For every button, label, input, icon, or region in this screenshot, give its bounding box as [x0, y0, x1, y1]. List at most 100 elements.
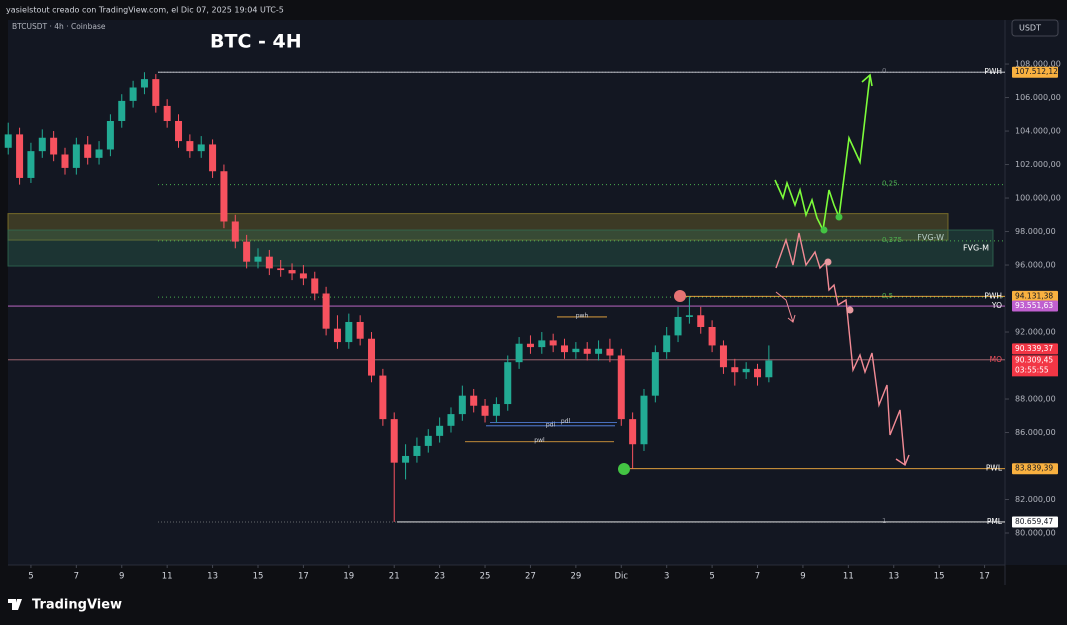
- candle-body: [595, 348, 603, 354]
- candle-body: [84, 144, 92, 158]
- candle-body: [152, 79, 160, 106]
- price-tag: [1012, 463, 1058, 475]
- price-tag: [1012, 300, 1058, 312]
- candle-body: [629, 419, 637, 445]
- candle-body: [288, 270, 296, 274]
- price-tag: [1012, 516, 1058, 528]
- x-tick-label: 21: [389, 572, 400, 582]
- candle-body: [209, 144, 217, 172]
- price-tag: [1012, 66, 1058, 78]
- candle-body: [118, 100, 126, 121]
- candle-body: [16, 134, 24, 178]
- candle-body: [163, 105, 171, 121]
- candle-body: [731, 367, 739, 373]
- arrow-head: [861, 73, 873, 87]
- candle-body: [27, 151, 35, 178]
- brand: TradingView: [32, 598, 122, 613]
- y-tick-label: 92.000,00: [1015, 328, 1056, 337]
- fib-label: 0,25: [882, 180, 898, 188]
- y-tick-label: 96.000,00: [1015, 261, 1056, 270]
- x-tick-label: 9: [800, 572, 805, 582]
- candle-body: [674, 316, 682, 336]
- chart-title: BTC - 4H: [210, 31, 302, 53]
- candle-body: [765, 360, 773, 378]
- session-label: pwl: [534, 437, 545, 444]
- y-tick-label: 108.000,00: [1015, 60, 1061, 69]
- x-tick-label: 7: [755, 572, 760, 582]
- candle-body: [175, 120, 183, 142]
- candle-body: [606, 348, 614, 356]
- candle-body: [140, 79, 148, 88]
- candle-body: [356, 321, 364, 339]
- x-tick-label: 17: [298, 572, 309, 582]
- candle-body: [617, 355, 625, 420]
- candle-body: [538, 340, 546, 348]
- candle-body: [299, 273, 307, 279]
- marker-dot: [835, 213, 843, 221]
- candle-body: [436, 425, 444, 436]
- y-tick-label: 106.000,00: [1015, 93, 1061, 102]
- brand-logo: [8, 599, 22, 610]
- candle-body: [254, 256, 262, 262]
- x-tick-label: 11: [843, 572, 854, 582]
- level-name: PWH: [984, 291, 1002, 300]
- currency-box[interactable]: [1011, 19, 1059, 37]
- x-tick-label: 5: [709, 572, 714, 582]
- candle-body: [742, 368, 750, 373]
- candle-body: [447, 414, 455, 426]
- candle-body: [572, 348, 580, 353]
- arrow-head: [895, 454, 910, 467]
- candle-body: [390, 419, 398, 463]
- last-price-label: 90.309,45: [1015, 355, 1053, 364]
- candle-body: [50, 137, 58, 155]
- candle-body: [345, 321, 353, 343]
- attribution: yasielstout creado con TradingView.com, …: [6, 6, 284, 15]
- candle-body: [129, 87, 137, 101]
- candle-body: [106, 120, 114, 150]
- y-tick-label: 98.000,00: [1015, 227, 1056, 236]
- candle-body: [754, 368, 762, 378]
- candle-body: [333, 328, 341, 343]
- countdown: 03:55:55: [1015, 365, 1049, 374]
- candle-body: [368, 338, 376, 376]
- price-tag: [1012, 343, 1058, 355]
- bullish-projection: [774, 74, 871, 233]
- price-tag-label: 83.839,39: [1015, 464, 1053, 473]
- marker-dot: [824, 258, 832, 266]
- session-label: pdl: [561, 418, 571, 425]
- candle-body: [265, 256, 273, 269]
- price-tag: [1012, 290, 1058, 302]
- currency[interactable]: USDT: [1019, 24, 1041, 33]
- last-price-tag: [1012, 355, 1058, 377]
- marker-dot: [846, 306, 854, 314]
- x-tick-label: 23: [434, 572, 445, 582]
- y-tick-label: 82.000,00: [1015, 495, 1056, 504]
- fib-label: 0: [882, 67, 886, 75]
- zone-label: FVG-M: [963, 244, 989, 253]
- fvg-zone: [7, 229, 994, 267]
- marker-dot: [820, 226, 828, 234]
- candle-body: [322, 293, 330, 329]
- candle-body: [470, 395, 478, 406]
- level-name: MO: [990, 355, 1002, 364]
- x-tick-label: 25: [480, 572, 491, 582]
- y-tick-label: 80.000,00: [1015, 529, 1056, 538]
- candle-body: [526, 343, 534, 348]
- candle-body: [697, 315, 705, 328]
- x-tick-label: 7: [74, 572, 79, 582]
- session-label: pdl: [546, 421, 556, 428]
- y-tick-label: 86.000,00: [1015, 428, 1056, 437]
- candle-body: [311, 278, 319, 294]
- x-tick-label: 11: [162, 572, 173, 582]
- candle-body: [95, 149, 103, 158]
- candle-body: [277, 268, 285, 271]
- y-tick-label: 100.000,00: [1015, 194, 1061, 203]
- candle-body: [685, 315, 693, 317]
- price-tag-label: 80.659,47: [1015, 517, 1053, 526]
- level-name: PML: [987, 517, 1003, 526]
- candle-body: [220, 171, 228, 222]
- candle-body: [243, 241, 251, 262]
- candle-body: [561, 345, 569, 353]
- x-tick-label: 15: [934, 572, 945, 582]
- x-tick-label: 27: [525, 572, 536, 582]
